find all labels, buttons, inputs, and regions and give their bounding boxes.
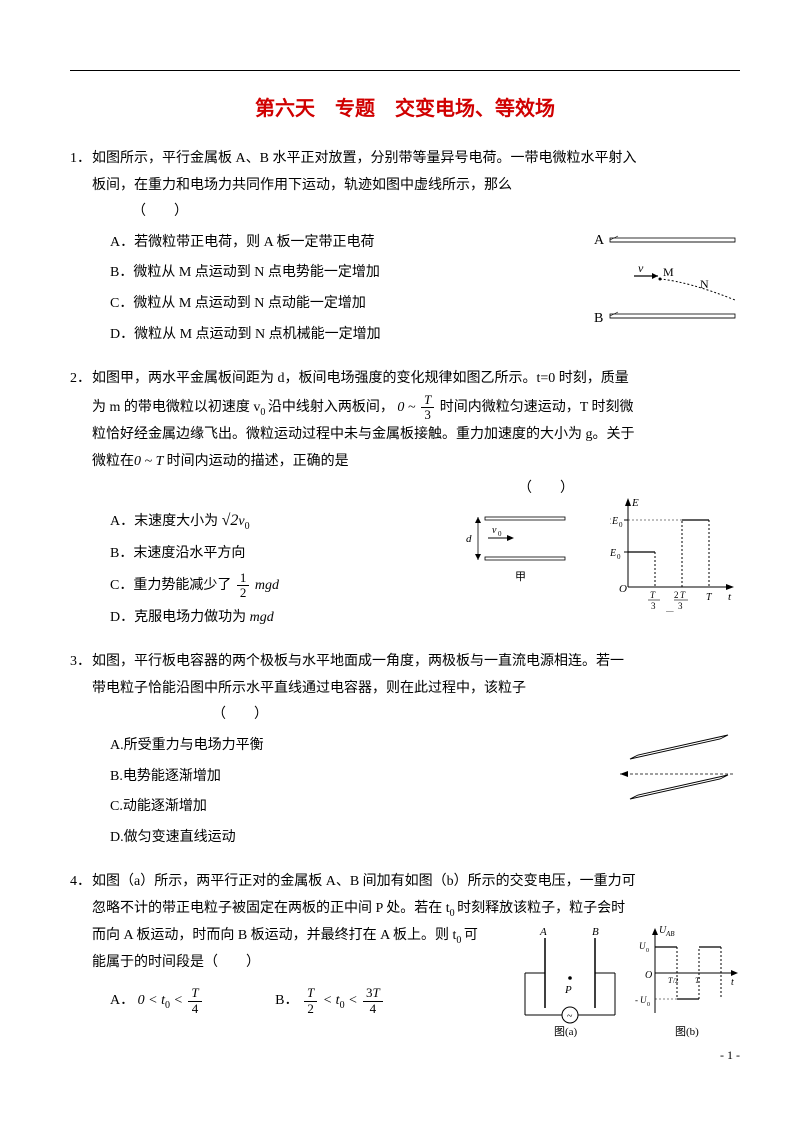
page-number: - 1 -: [720, 1044, 740, 1067]
svg-text:t: t: [731, 977, 734, 988]
svg-text:图(b): 图(b): [675, 1025, 699, 1038]
svg-text:O: O: [645, 970, 652, 981]
q4-stem-2: 忽略不计的带正电粒子被固定在两板的正中间 P 处。若在 t0 时刻释放该粒子，粒…: [92, 896, 740, 923]
svg-text:3: 3: [651, 601, 656, 611]
q4-opt-b: B． T2 < t0 < 3T4: [275, 986, 385, 1016]
svg-text:E: E: [631, 497, 639, 509]
svg-text:0: 0: [498, 530, 502, 538]
svg-text:2: 2: [674, 590, 679, 600]
question-2: 2． 如图甲，两水平金属板间距为 d，板间电场强度的变化规律如图乙所示。t=0 …: [70, 366, 740, 635]
svg-text:P: P: [564, 984, 572, 996]
q4-figure: A B P ~ 图(a) U AB: [510, 923, 740, 1043]
svg-text:U: U: [639, 941, 646, 951]
q3-figure: [610, 729, 740, 819]
svg-text:d: d: [466, 533, 472, 545]
question-4: 4． 如图（a）所示，两平行正对的金属板 A、B 间加有如图（b）所示的交变电压…: [70, 869, 740, 1042]
svg-text:T: T: [706, 592, 713, 603]
page-title: 第六天 专题 交变电场、等效场: [70, 90, 740, 128]
q1-stem-1: 如图所示，平行金属板 A、B 水平正对放置，分别带等量异号电荷。一带电微粒水平射…: [92, 151, 636, 166]
question-3: 3． 如图，平行板电容器的两个极板与水平地面成一角度，两极板与一直流电源相连。若…: [70, 649, 740, 855]
svg-text:0: 0: [619, 521, 623, 529]
svg-text:~: ~: [567, 1011, 573, 1022]
q1-fig-B: B: [594, 311, 603, 326]
q1-fig-A: A: [594, 233, 605, 248]
q1-fig-N: N: [700, 277, 709, 291]
svg-text:0: 0: [617, 553, 621, 561]
q3-stem-2: 带电粒子恰能沿图中所示水平直线通过电容器，则在此过程中，该粒子: [92, 676, 740, 703]
q2-fig-yi-label: 乙: [665, 610, 676, 612]
svg-text:E: E: [611, 516, 618, 527]
svg-text:0: 0: [646, 948, 649, 954]
q2-stem-2: 为 m 的带电微粒以初速度 v0 沿中线射入两板间， 0 ~ T3 时间内微粒匀…: [92, 393, 740, 423]
q2-figure-plates: d v0 甲: [460, 502, 570, 592]
svg-text:T: T: [650, 590, 656, 600]
q3-number: 3．: [70, 649, 91, 676]
svg-text:2: 2: [610, 516, 611, 527]
svg-text:-: -: [635, 995, 638, 1005]
q3-opt-d: D.做匀变速直线运动: [110, 825, 740, 852]
svg-text:T: T: [680, 590, 686, 600]
q3-stem-1: 如图，平行板电容器的两个极板与水平地面成一角度，两极板与一直流电源相连。若一: [92, 654, 624, 669]
q4-number: 4．: [70, 869, 91, 896]
q1-fig-v: v: [638, 261, 644, 275]
q1-fig-M: M: [663, 265, 674, 279]
top-rule: [70, 70, 740, 71]
svg-text:t: t: [728, 591, 732, 603]
q2-stem-4: 微粒在0 ~ T 时间内运动的描述，正确的是: [92, 449, 740, 476]
svg-text:E: E: [610, 548, 616, 559]
svg-text:/2: /2: [673, 977, 679, 985]
q1-stem-2: 板间，在重力和电场力共同作用下运动，轨迹如图中虚线所示，那么: [92, 173, 740, 200]
svg-text:O: O: [619, 583, 627, 595]
q1-paren: （ ）: [132, 199, 740, 226]
svg-text:v: v: [492, 525, 497, 536]
q2-stem-1: 如图甲，两水平金属板间距为 d，板间电场强度的变化规律如图乙所示。t=0 时刻，…: [92, 371, 629, 386]
svg-text:T: T: [695, 976, 700, 985]
q2-number: 2．: [70, 366, 91, 393]
q2-fig-jia-label: 甲: [515, 571, 526, 583]
svg-text:3: 3: [678, 601, 683, 611]
question-1: 1． 如图所示，平行金属板 A、B 水平正对放置，分别带等量异号电荷。一带电微粒…: [70, 146, 740, 352]
svg-text:0: 0: [647, 1002, 650, 1008]
svg-text:A: A: [539, 926, 547, 938]
q4-opt-a: A． 0 < t0 < T4: [110, 986, 204, 1016]
svg-text:图(a): 图(a): [554, 1025, 578, 1038]
svg-text:AB: AB: [665, 930, 675, 938]
q3-paren: （ ）: [212, 702, 740, 729]
q1-figure: A v M N B: [590, 226, 740, 336]
svg-text:B: B: [592, 926, 599, 938]
q4-stem-1: 如图（a）所示，两平行正对的金属板 A、B 间加有如图（b）所示的交变电压，一重…: [92, 874, 636, 889]
q2-stem-3: 粒恰好经金属边缘飞出。微粒运动过程中未与金属板接触。重力加速度的大小为 g。关于: [92, 422, 740, 449]
q1-number: 1．: [70, 146, 91, 173]
q2-figure-graph: E t O E0 2E0 T 3 2T 3: [610, 492, 740, 612]
svg-text:U: U: [640, 995, 647, 1005]
